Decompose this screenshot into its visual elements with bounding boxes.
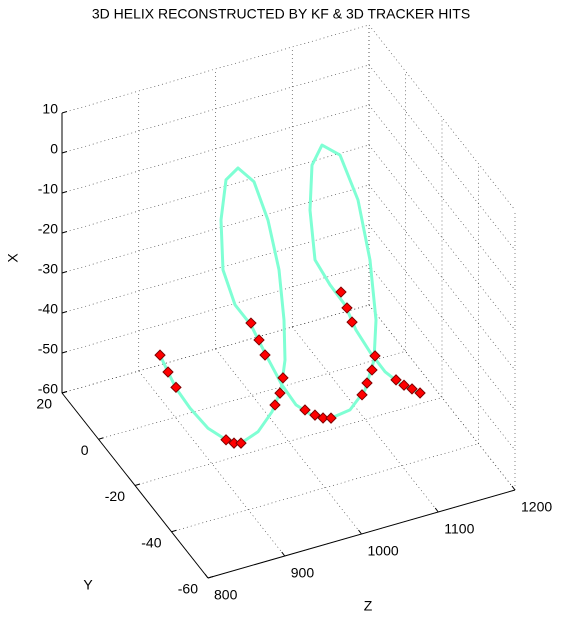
x-axis-label: X (5, 253, 21, 263)
grid-line (368, 184, 516, 371)
hit-marker (366, 364, 378, 376)
z-tick-label: 800 (214, 587, 238, 603)
hit-marker (162, 366, 174, 378)
y-tick (61, 391, 68, 394)
grid-line (368, 304, 516, 491)
grid-line (292, 326, 439, 513)
x-tick (61, 231, 68, 234)
x-tick-label: 0 (50, 141, 58, 157)
x-tick-label: -50 (38, 341, 58, 357)
hit-marker (253, 334, 265, 346)
grid-line (368, 224, 516, 411)
hit-marker (309, 409, 321, 421)
chart-title: 3D HELIX RECONSTRUCTED BY KF & 3D TRACKE… (92, 6, 470, 22)
y-tick (134, 483, 141, 486)
hit-marker (414, 387, 426, 399)
grid-line (138, 370, 285, 557)
hit-marker (245, 317, 257, 329)
grid-line (215, 348, 362, 535)
y-tick (98, 437, 104, 440)
grid-line (368, 24, 516, 211)
hit-marker (398, 379, 410, 391)
hit-marker (277, 372, 289, 384)
x-tick (61, 271, 68, 274)
z-tick (281, 551, 286, 557)
hit-marker (341, 302, 353, 314)
z-tick (204, 573, 209, 579)
hit-marker (325, 412, 337, 424)
hit-marker (269, 399, 281, 411)
x-tick (61, 311, 68, 314)
z-tick (511, 485, 516, 491)
z-tick-label: 900 (291, 565, 315, 581)
y-tick (207, 576, 214, 579)
y-tick-label: -40 (141, 534, 161, 550)
z-tick (358, 529, 362, 535)
hit-marker (346, 316, 358, 328)
hit-marker (235, 437, 247, 449)
hit-marker (154, 349, 166, 361)
z-tick-label: 1000 (368, 543, 399, 559)
hit-marker (361, 377, 373, 389)
x-tick-label: 10 (42, 101, 58, 117)
helix-line (158, 143, 421, 445)
x-tick-label: -20 (38, 221, 58, 237)
hit-marker (259, 349, 271, 361)
hit-marker (220, 434, 232, 446)
y-tick-label: 0 (81, 442, 89, 458)
grid-line (134, 397, 443, 486)
x-tick (61, 111, 68, 114)
hit-marker (335, 286, 347, 298)
grid-line (368, 144, 516, 331)
hit-marker (274, 387, 286, 399)
hit-marker (369, 350, 381, 362)
hit-marker (406, 383, 418, 395)
z-tick-label: 1100 (444, 521, 474, 537)
z-axis-label: Z (364, 598, 373, 614)
grid-line (368, 264, 516, 451)
hit-marker (390, 374, 402, 386)
y-tick (171, 529, 177, 533)
hit-marker (317, 412, 329, 424)
x-tick-label: -40 (38, 301, 58, 317)
hit-marker (299, 404, 311, 416)
y-tick-label: -20 (105, 488, 125, 504)
hit-marker (170, 381, 182, 394)
z-tick-label: 1200 (521, 499, 552, 515)
x-tick (61, 151, 68, 154)
hit-marker (356, 389, 368, 401)
x-tick (61, 191, 68, 194)
y-axis-label: Y (83, 577, 93, 593)
x-tick-label: -60 (38, 381, 58, 397)
z-tick (434, 507, 439, 513)
grid-line (368, 104, 516, 291)
x-tick (61, 351, 68, 354)
x-tick-label: -30 (38, 261, 58, 277)
x-tick-label: -10 (38, 181, 58, 197)
y-tick-label: -60 (178, 581, 198, 597)
grid-line (368, 64, 516, 251)
y-tick-label: 20 (36, 396, 52, 412)
